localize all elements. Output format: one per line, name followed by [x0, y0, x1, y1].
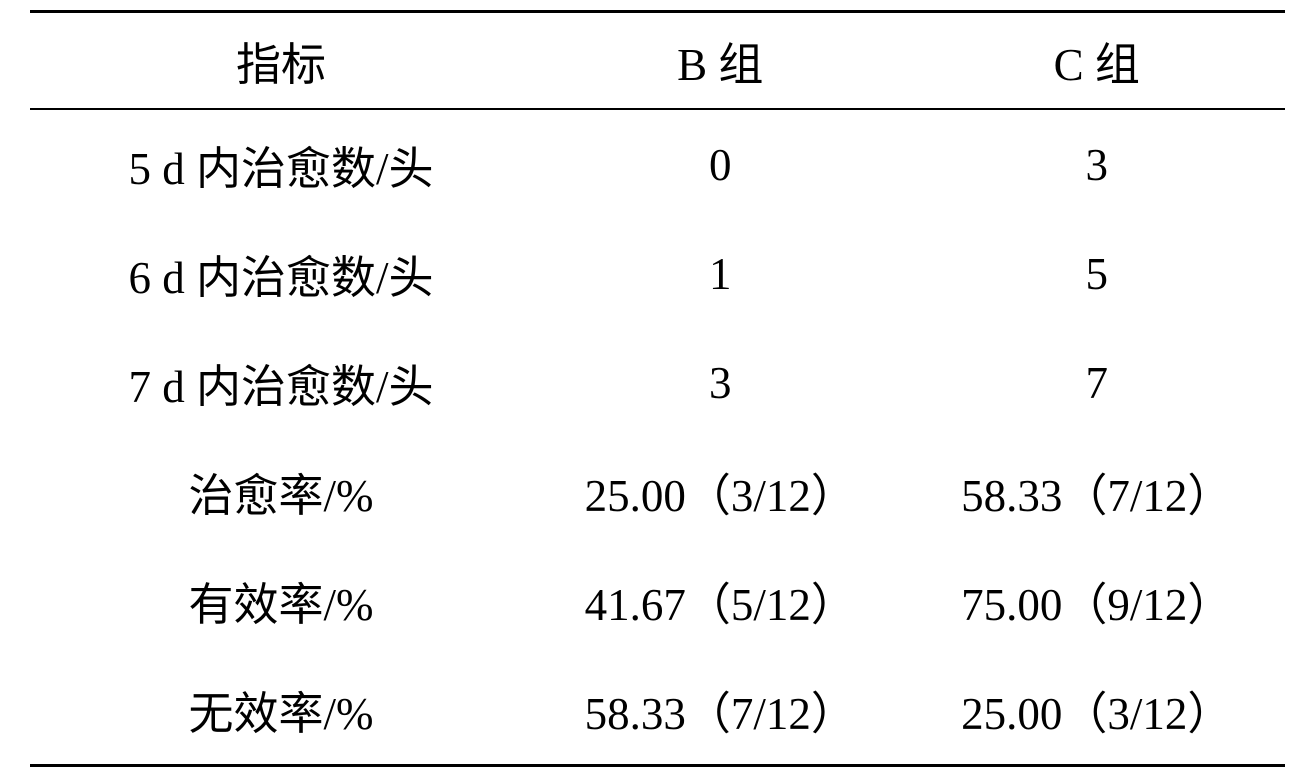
cell-group-c: 5 — [909, 219, 1286, 328]
table-row: 无效率/% 58.33（7/12） 25.00（3/12） — [30, 655, 1285, 766]
cell-group-b: 41.67（5/12） — [532, 546, 909, 655]
cell-group-b: 0 — [532, 109, 909, 219]
cell-indicator: 5 d 内治愈数/头 — [30, 109, 532, 219]
cell-group-b: 58.33（7/12） — [532, 655, 909, 766]
cell-indicator: 无效率/% — [30, 655, 532, 766]
cell-indicator: 6 d 内治愈数/头 — [30, 219, 532, 328]
cell-indicator: 7 d 内治愈数/头 — [30, 328, 532, 437]
column-header-indicator: 指标 — [30, 12, 532, 110]
cell-indicator: 有效率/% — [30, 546, 532, 655]
data-table: 指标 B 组 C 组 5 d 内治愈数/头 0 3 6 d 内治愈数/头 1 5… — [30, 10, 1285, 767]
table-row: 5 d 内治愈数/头 0 3 — [30, 109, 1285, 219]
table-row: 治愈率/% 25.00（3/12） 58.33（7/12） — [30, 437, 1285, 546]
table-row: 7 d 内治愈数/头 3 7 — [30, 328, 1285, 437]
table-row: 有效率/% 41.67（5/12） 75.00（9/12） — [30, 546, 1285, 655]
table-header-row: 指标 B 组 C 组 — [30, 12, 1285, 110]
cell-group-c: 7 — [909, 328, 1286, 437]
cell-indicator: 治愈率/% — [30, 437, 532, 546]
cell-group-b: 25.00（3/12） — [532, 437, 909, 546]
table-row: 6 d 内治愈数/头 1 5 — [30, 219, 1285, 328]
cell-group-c: 58.33（7/12） — [909, 437, 1286, 546]
column-header-group-c: C 组 — [909, 12, 1286, 110]
column-header-group-b: B 组 — [532, 12, 909, 110]
cell-group-b: 1 — [532, 219, 909, 328]
cell-group-c: 25.00（3/12） — [909, 655, 1286, 766]
cell-group-c: 75.00（9/12） — [909, 546, 1286, 655]
cell-group-c: 3 — [909, 109, 1286, 219]
cell-group-b: 3 — [532, 328, 909, 437]
data-table-container: 指标 B 组 C 组 5 d 内治愈数/头 0 3 6 d 内治愈数/头 1 5… — [30, 10, 1285, 767]
